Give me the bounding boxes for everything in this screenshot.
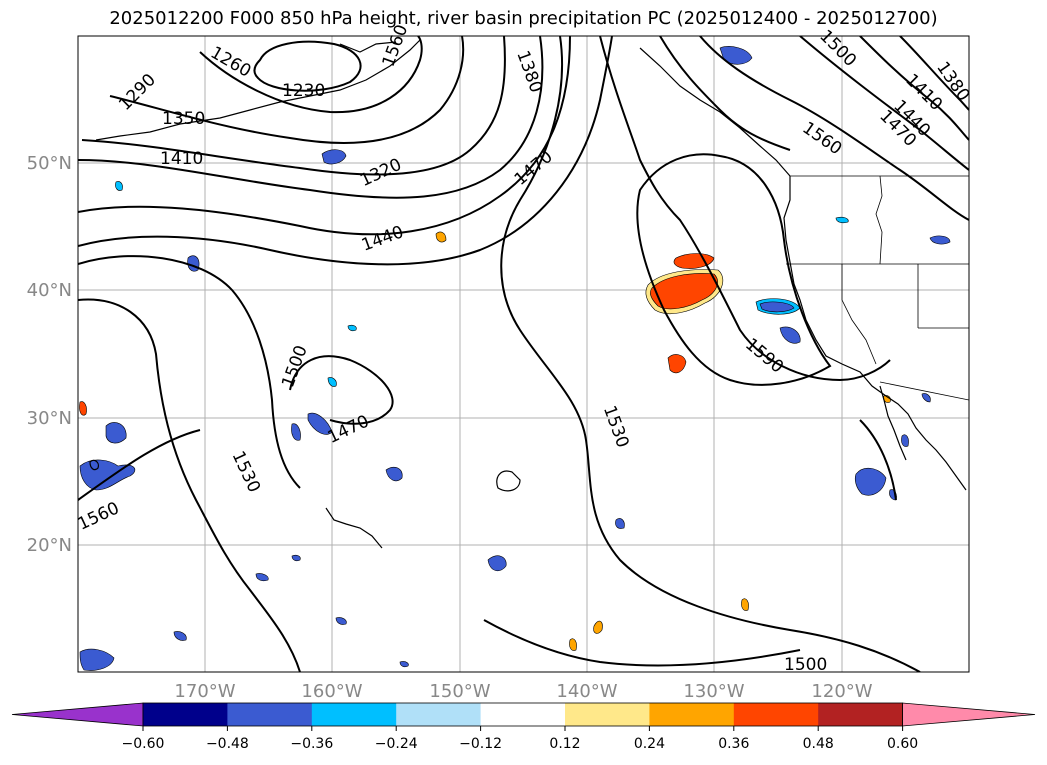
colorbar: −0.60 −0.48 −0.36 −0.24 −0.12 0.12 0.24 0.36 0.4… xyxy=(11,702,1036,752)
lon-label: 150°W xyxy=(429,681,490,702)
lon-label: 160°W xyxy=(301,681,362,702)
lon-label: 140°W xyxy=(556,681,617,702)
colorbar-segment xyxy=(565,703,650,726)
colorbar-tick-label: −0.48 xyxy=(206,736,249,752)
colorbar-outline xyxy=(142,702,903,727)
colorbar-segment xyxy=(311,703,397,726)
colorbar-tick-label: −0.12 xyxy=(459,736,502,752)
lon-labels: 170°W 160°W 150°W 140°W 130°W 120°W xyxy=(174,681,872,702)
lat-label: 50°N xyxy=(27,153,72,174)
lon-label: 170°W xyxy=(174,681,235,702)
colorbar-segment xyxy=(396,703,482,726)
colorbar-tick-label: 0.48 xyxy=(803,736,834,752)
precip-positive xyxy=(79,231,891,651)
colorbar-tick-label: 0.12 xyxy=(549,736,580,752)
contour-label: 1350 xyxy=(162,109,205,129)
colorbar-tick-label: 0.24 xyxy=(634,736,665,752)
colorbar-segment xyxy=(143,703,228,726)
colorbar-tick-label: −0.60 xyxy=(122,736,165,752)
colorbar-tick-label: −0.24 xyxy=(375,736,418,752)
colorbar-under-arrow xyxy=(11,702,144,727)
height-contours xyxy=(78,36,969,672)
lat-label: 20°N xyxy=(27,535,72,556)
map-background xyxy=(78,36,969,672)
borders xyxy=(786,175,969,401)
lon-label: 130°W xyxy=(683,681,744,702)
colorbar-tick-label: 0.60 xyxy=(887,736,918,752)
contour-label: 1500 xyxy=(784,655,827,675)
graticule xyxy=(78,36,969,672)
colorbar-segment xyxy=(818,703,904,726)
map-frame xyxy=(77,35,970,673)
precip-negative xyxy=(79,46,951,671)
contour-label: 1410 xyxy=(160,149,203,169)
lon-label: 120°W xyxy=(811,681,872,702)
map-title: 2025012200 F000 850 hPa height, river ba… xyxy=(109,8,938,29)
colorbar-segment xyxy=(227,703,313,726)
map-layers xyxy=(78,36,969,672)
colorbar-segment xyxy=(649,703,735,726)
contour-label: 1230 xyxy=(282,81,325,101)
colorbar-tick-label: −0.36 xyxy=(290,736,333,752)
colorbar-tick-label: 0.36 xyxy=(718,736,749,752)
lat-label: 30°N xyxy=(27,408,72,429)
lat-label: 40°N xyxy=(27,280,72,301)
colorbar-segment xyxy=(733,703,819,726)
coastlines xyxy=(89,39,967,549)
colorbar-over-arrow xyxy=(902,702,1036,727)
lat-labels: 50°N 40°N 30°N 20°N xyxy=(27,153,72,556)
colorbar-segment xyxy=(480,703,566,726)
